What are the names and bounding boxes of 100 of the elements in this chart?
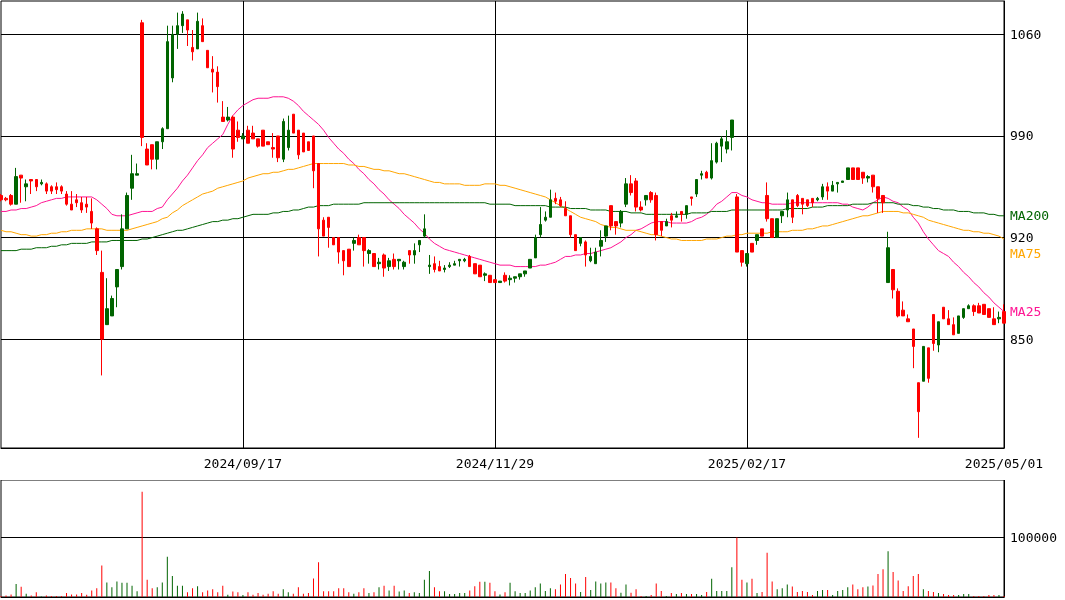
x-tick-label: 2024/11/29: [455, 456, 535, 471]
candlestick: [690, 196, 693, 207]
candlestick: [710, 142, 713, 181]
candlestick: [29, 179, 33, 195]
candlestick: [644, 194, 648, 207]
candlestick: [760, 228, 764, 237]
candlestick: [866, 174, 870, 183]
candlestick: [342, 250, 345, 276]
candlestick: [539, 206, 542, 239]
candlestick: [443, 264, 446, 273]
candlestick: [428, 254, 431, 275]
candlestick: [297, 129, 300, 160]
candlestick: [967, 303, 970, 310]
candlestick: [927, 347, 930, 384]
candlestick: [40, 179, 43, 186]
candlestick: [483, 271, 487, 282]
candlestick: [750, 242, 754, 253]
candlestick: [604, 225, 608, 243]
candlestick: [599, 229, 603, 257]
candlestick: [665, 218, 668, 227]
candlestick: [176, 12, 179, 50]
candlestick: [80, 196, 83, 214]
candlestick: [922, 345, 925, 382]
candlestick: [468, 254, 471, 268]
candlestick: [806, 199, 809, 208]
candlestick: [115, 268, 119, 308]
candlestick: [700, 170, 703, 181]
candlestick: [589, 247, 592, 263]
candlestick: [171, 25, 174, 83]
candlestick: [801, 197, 804, 215]
candlestick: [382, 253, 386, 278]
series-label: MA25: [1010, 304, 1042, 320]
candlestick: [947, 309, 950, 326]
candlestick: [912, 328, 915, 369]
candlestick: [35, 179, 38, 192]
candlestick: [55, 181, 58, 195]
candlestick: [45, 181, 48, 195]
x-tick-label: 2024/09/17: [203, 456, 283, 471]
line-series: [0, 96, 1005, 313]
candlestick: [433, 255, 436, 273]
y-tick-label: 100000: [1010, 529, 1057, 545]
candlestick: [554, 192, 557, 205]
candlestick: [745, 253, 749, 268]
candlestick: [453, 260, 456, 266]
y-tick-label: 990: [1010, 128, 1034, 144]
y-tick-label: 1060: [1010, 26, 1042, 42]
candlestick: [569, 215, 572, 239]
candlestick: [917, 382, 920, 439]
candlestick: [826, 181, 829, 201]
candlestick: [322, 216, 325, 237]
candlestick: [186, 19, 189, 47]
candlestick: [60, 184, 63, 195]
candlestick: [957, 315, 960, 334]
candlestick: [534, 234, 537, 259]
candlestick: [906, 313, 910, 323]
candlestick: [14, 167, 18, 205]
candlestick: [715, 141, 718, 165]
candlestick: [705, 170, 708, 179]
candlestick: [725, 129, 729, 154]
candlestick: [423, 213, 426, 239]
candlestick: [841, 180, 844, 183]
candlestick: [730, 119, 734, 151]
candlestick: [811, 197, 814, 208]
candlestick: [937, 321, 940, 353]
candlestick: [675, 210, 678, 218]
candlestick: [317, 163, 320, 257]
candlestick: [387, 257, 391, 272]
candlestick: [408, 250, 411, 265]
candlestick: [397, 258, 401, 270]
candlestick: [952, 316, 955, 336]
candlestick: [997, 311, 1001, 324]
candlestick: [181, 10, 184, 34]
candlestick: [140, 19, 144, 147]
candlestick: [206, 49, 209, 69]
candlestick: [1002, 303, 1006, 324]
candlestick: [962, 308, 965, 320]
candlestick: [90, 197, 93, 230]
candlestick: [307, 141, 310, 151]
candlestick: [155, 141, 159, 170]
candlestick: [791, 199, 794, 224]
candlestick: [287, 115, 290, 151]
candlestick: [564, 200, 567, 217]
candlestick: [831, 180, 834, 192]
candlestick: [352, 237, 356, 252]
candlestick: [836, 181, 839, 194]
candlestick: [196, 12, 199, 50]
candlestick: [780, 210, 784, 224]
candlestick: [846, 167, 850, 181]
candlestick: [282, 118, 285, 163]
candlestick: [24, 179, 28, 202]
candlestick: [942, 306, 945, 320]
candlestick: [463, 257, 466, 263]
candlestick: [216, 65, 219, 104]
candlestick: [685, 205, 688, 220]
candlestick: [221, 100, 225, 122]
candlestick: [448, 261, 451, 269]
series-label: MA200: [1010, 208, 1050, 224]
candlestick: [377, 257, 381, 270]
y-tick-label: 850: [1010, 331, 1034, 347]
candlestick: [85, 196, 88, 214]
